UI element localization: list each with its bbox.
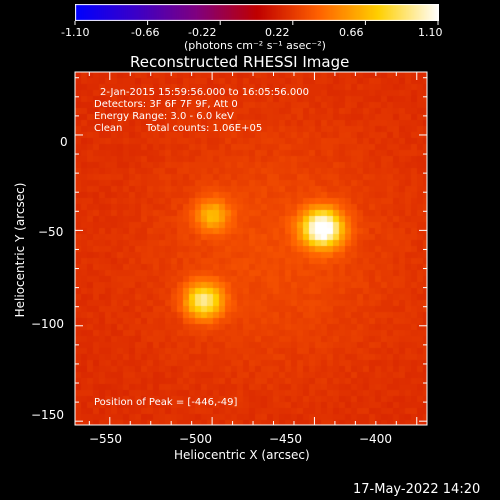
y-axis-label: Heliocentric Y (arcsec) xyxy=(13,182,27,318)
method-text: Clean xyxy=(94,123,123,134)
colorbar-ticks xyxy=(74,21,439,25)
colorbar-tick-label: 0.22 xyxy=(265,26,290,39)
detectors-text: Detectors: 3F 6F 7F 9F, Att 0 xyxy=(94,99,238,110)
axis-ticks xyxy=(75,72,427,425)
x-axis-label: Heliocentric X (arcsec) xyxy=(174,448,310,462)
time-range-text: 2-Jan-2015 15:59:56.000 to 16:05:56.000 xyxy=(100,87,309,98)
colorbar-tick-label: 0.66 xyxy=(339,26,364,39)
total-counts-text: Total counts: 1.06E+05 xyxy=(146,123,263,134)
colorbar-unit-label: (photons cm⁻² s⁻¹ asec⁻²) xyxy=(184,39,326,52)
colorbar-tick-label: -0.22 xyxy=(188,26,217,39)
y-tick-label: −50 xyxy=(38,225,64,239)
x-tick-label: −550 xyxy=(89,432,122,446)
energy-range-text: Energy Range: 3.0 - 6.0 keV xyxy=(94,111,234,122)
plot-frame xyxy=(74,71,428,426)
x-tick-label: −500 xyxy=(179,432,212,446)
colorbar-tick-label: -0.66 xyxy=(131,26,160,39)
colorbar-gradient xyxy=(75,4,439,21)
y-tick-label: −100 xyxy=(31,317,64,331)
x-tick-label: −400 xyxy=(359,432,392,446)
colorbar-tick-label: 1.10 xyxy=(418,26,443,39)
y-tick-label: −150 xyxy=(31,408,64,422)
chart-title: Reconstructed RHESSI Image xyxy=(130,53,350,71)
y-tick-label: 0 xyxy=(60,135,68,149)
timestamp: 17-May-2022 14:20 xyxy=(353,482,481,497)
heatmap-image xyxy=(75,72,427,425)
x-tick-label: −450 xyxy=(269,432,302,446)
colorbar-tick-label: -1.10 xyxy=(61,26,90,39)
peak-position-text: Position of Peak = [-446,-49] xyxy=(94,397,238,408)
